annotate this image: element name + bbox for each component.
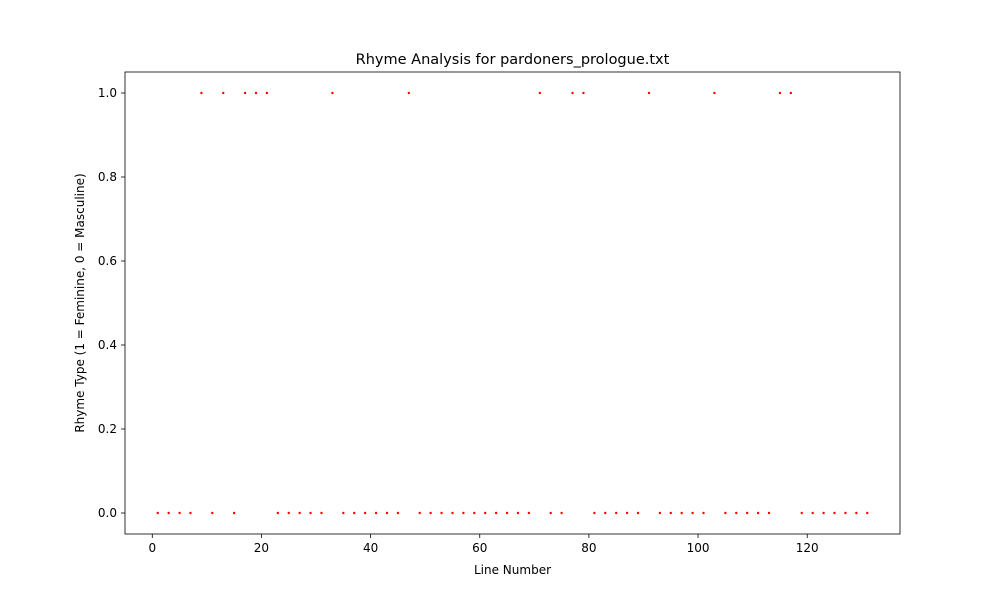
data-point bbox=[222, 91, 225, 95]
data-point bbox=[167, 511, 170, 515]
x-tick-label: 120 bbox=[796, 541, 819, 555]
y-tick-label: 0.8 bbox=[98, 170, 117, 184]
x-tick-label: 0 bbox=[148, 541, 156, 555]
data-point bbox=[669, 511, 672, 515]
data-point bbox=[331, 91, 334, 95]
data-point bbox=[462, 511, 465, 515]
data-point bbox=[778, 91, 782, 95]
data-point bbox=[844, 511, 847, 515]
y-tick-label: 0.0 bbox=[98, 506, 117, 520]
data-point bbox=[276, 511, 280, 515]
data-point bbox=[243, 91, 247, 95]
y-tick-label: 0.6 bbox=[98, 254, 117, 268]
data-point bbox=[265, 91, 269, 95]
x-tick-label: 100 bbox=[687, 541, 710, 555]
data-point bbox=[549, 511, 552, 515]
data-point bbox=[374, 511, 378, 515]
data-point bbox=[800, 511, 803, 515]
data-point bbox=[396, 511, 400, 515]
x-tick-label: 80 bbox=[581, 541, 596, 555]
data-point bbox=[189, 511, 192, 515]
data-point bbox=[702, 511, 705, 515]
data-point bbox=[538, 91, 541, 95]
data-point bbox=[353, 511, 356, 515]
data-point bbox=[494, 511, 498, 515]
data-point bbox=[516, 511, 520, 515]
data-point bbox=[767, 511, 771, 515]
data-point bbox=[855, 511, 858, 515]
data-point bbox=[320, 511, 323, 515]
data-point bbox=[735, 511, 738, 515]
y-tick-label: 1.0 bbox=[98, 86, 117, 100]
data-point bbox=[582, 91, 585, 95]
data-point bbox=[473, 511, 476, 515]
plot-area: 0 20 40 60 80 100 120 0.0 0.2 0.4 0.6 0.8 1.0 bbox=[98, 71, 901, 555]
data-point bbox=[254, 91, 258, 95]
data-point bbox=[636, 511, 640, 515]
data-point bbox=[625, 511, 629, 515]
data-point bbox=[200, 91, 203, 95]
data-point bbox=[833, 511, 836, 515]
y-tick-label: 0.4 bbox=[98, 338, 117, 352]
data-point bbox=[232, 511, 236, 515]
x-tick-label: 40 bbox=[363, 541, 378, 555]
data-point bbox=[429, 511, 432, 515]
data-point bbox=[505, 511, 509, 515]
data-point bbox=[789, 91, 793, 95]
data-point bbox=[680, 511, 683, 515]
data-point bbox=[440, 511, 443, 515]
data-point bbox=[756, 511, 760, 515]
data-point bbox=[822, 511, 825, 515]
data-point bbox=[724, 511, 727, 515]
chart-title: Rhyme Analysis for pardoners_prologue.tx… bbox=[356, 52, 670, 68]
data-point bbox=[866, 511, 869, 515]
data-point bbox=[156, 511, 159, 515]
data-point bbox=[407, 91, 411, 95]
data-point bbox=[527, 511, 531, 515]
data-point bbox=[604, 511, 607, 515]
y-tick-label: 0.2 bbox=[98, 422, 117, 436]
data-point bbox=[178, 511, 181, 515]
y-axis-title: Rhyme Type (1 = Feminine, 0 = Masculine) bbox=[73, 173, 87, 432]
data-point bbox=[571, 91, 574, 95]
data-point bbox=[745, 511, 749, 515]
data-point bbox=[658, 511, 662, 515]
data-point bbox=[647, 91, 651, 95]
data-point bbox=[363, 511, 367, 515]
plot-frame bbox=[124, 71, 901, 535]
data-point bbox=[713, 91, 716, 95]
x-tick-label: 60 bbox=[472, 541, 487, 555]
data-point bbox=[287, 511, 290, 515]
data-point bbox=[484, 511, 487, 515]
data-point bbox=[309, 511, 312, 515]
data-point bbox=[451, 511, 454, 515]
data-point bbox=[211, 511, 214, 515]
data-point bbox=[593, 511, 596, 515]
data-point bbox=[418, 511, 421, 515]
data-point bbox=[811, 511, 814, 515]
x-axis-title: Line Number bbox=[474, 563, 551, 577]
data-point bbox=[385, 511, 389, 515]
data-point bbox=[691, 511, 694, 515]
x-tick-label: 20 bbox=[254, 541, 269, 555]
data-point bbox=[298, 511, 301, 515]
data-point bbox=[342, 511, 345, 515]
data-point bbox=[560, 511, 563, 515]
data-point bbox=[614, 511, 618, 515]
